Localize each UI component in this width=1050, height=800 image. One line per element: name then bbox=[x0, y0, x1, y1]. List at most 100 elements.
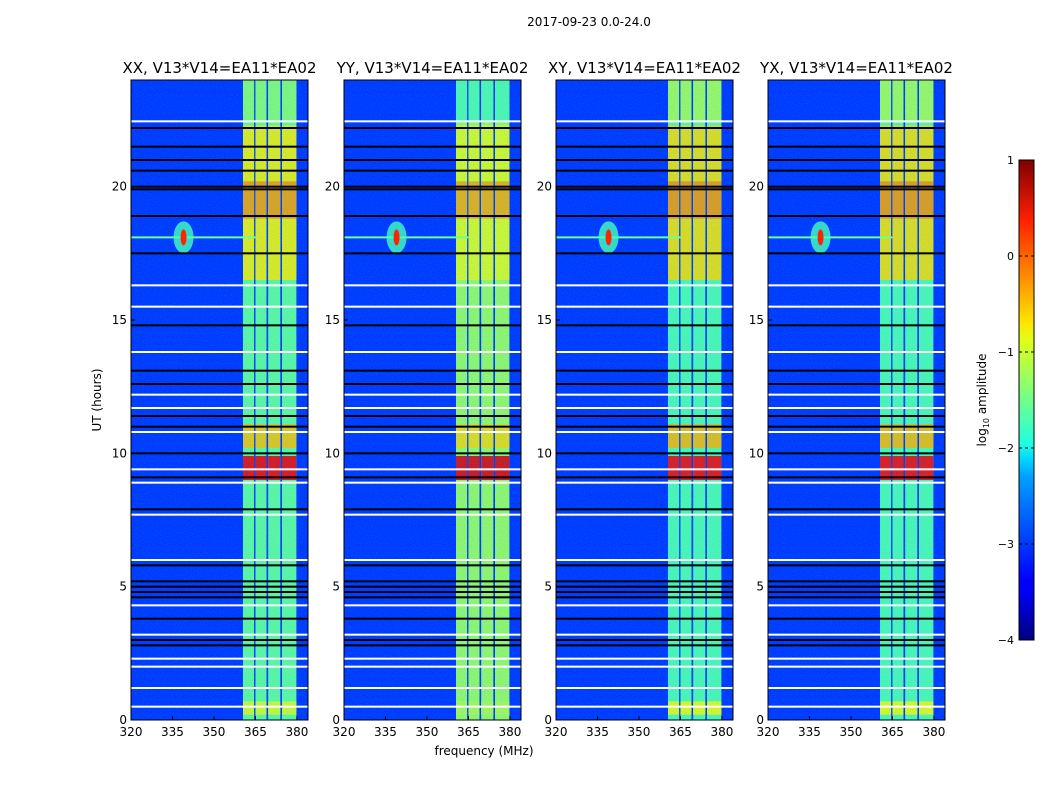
flagged-row-white bbox=[556, 559, 733, 561]
flagged-row-black bbox=[768, 425, 945, 428]
flagged-row-black bbox=[131, 127, 308, 129]
flagged-row-black bbox=[131, 169, 308, 172]
colorbar-tick-label: 0 bbox=[1007, 250, 1014, 263]
panel-frame bbox=[555, 79, 734, 721]
x-tick-label: 320 bbox=[120, 725, 143, 739]
point-source bbox=[180, 229, 187, 246]
flagged-row-black bbox=[556, 425, 733, 428]
flagged-row-black bbox=[131, 252, 308, 255]
flagged-row-black bbox=[768, 369, 945, 372]
flagged-row-white bbox=[768, 407, 945, 409]
flagged-row-white bbox=[556, 407, 733, 409]
flagged-row-black bbox=[131, 644, 308, 647]
flagged-row-black bbox=[344, 508, 521, 511]
flagged-row-black bbox=[556, 639, 733, 641]
flagged-row-black bbox=[131, 580, 308, 583]
y-tick-label: 15 bbox=[112, 313, 127, 327]
flagged-row-black bbox=[556, 644, 733, 647]
y-tick-label: 5 bbox=[756, 580, 764, 594]
flagged-row-black bbox=[344, 252, 521, 255]
flagged-row-black bbox=[768, 617, 945, 620]
flagged-row-white bbox=[344, 687, 521, 689]
flagged-row-white bbox=[131, 351, 308, 353]
x-tick-label: 350 bbox=[628, 725, 651, 739]
flagged-row-black bbox=[131, 425, 308, 428]
panel-title: XY, V13*V14=EA11*EA02 bbox=[548, 59, 741, 77]
y-tick-label: 10 bbox=[112, 446, 127, 460]
flagged-row-black bbox=[131, 369, 308, 372]
y-tick-label: 15 bbox=[325, 313, 340, 327]
flagged-row-white bbox=[131, 657, 308, 660]
flagged-row-black bbox=[131, 145, 308, 148]
x-tick-label: 380 bbox=[285, 725, 308, 739]
flagged-row-black bbox=[556, 127, 733, 129]
flagged-row-black bbox=[344, 145, 521, 148]
flagged-row-black bbox=[131, 617, 308, 620]
x-tick-label: 350 bbox=[416, 725, 439, 739]
flagged-row-black bbox=[768, 252, 945, 255]
x-tick-label: 350 bbox=[203, 725, 226, 739]
flagged-row-white bbox=[768, 481, 945, 484]
flagged-row-white bbox=[768, 604, 945, 607]
flagged-row-white bbox=[344, 351, 521, 353]
flagged-row-black bbox=[768, 639, 945, 641]
colorbar: 1 0 −1 −2 −3 −4 log10 amplitude bbox=[975, 154, 1035, 647]
point-source bbox=[817, 229, 824, 246]
x-tick-label: 365 bbox=[669, 725, 692, 739]
flagged-row-white bbox=[344, 665, 521, 668]
flagged-row-black bbox=[344, 591, 521, 593]
flagged-row-white bbox=[131, 687, 308, 689]
flagged-row-white bbox=[131, 120, 308, 123]
flagged-row-black bbox=[131, 215, 308, 217]
flagged-row-black bbox=[556, 188, 733, 191]
flagged-row-black bbox=[131, 324, 308, 327]
colorbar-tick-label: −4 bbox=[998, 634, 1014, 647]
flagged-row-black bbox=[768, 476, 945, 479]
x-tick-label: 380 bbox=[922, 725, 945, 739]
panel-1: XX, V13*V14=EA11*EA02 320 335 350 365 380 0 5 10… bbox=[112, 59, 317, 739]
flagged-row-black bbox=[768, 185, 945, 188]
flagged-row-black bbox=[131, 415, 308, 417]
flagged-row-black bbox=[344, 185, 521, 188]
flagged-row-black bbox=[131, 508, 308, 511]
flagged-row-black bbox=[556, 580, 733, 583]
flagged-row-white bbox=[768, 665, 945, 668]
colorbar-gradient bbox=[1018, 159, 1035, 641]
flagged-row-black bbox=[131, 639, 308, 641]
y-tick-label: 5 bbox=[119, 580, 127, 594]
flagged-row-black bbox=[768, 564, 945, 567]
flagged-row-white bbox=[344, 513, 521, 516]
panel-title: YY, V13*V14=EA11*EA02 bbox=[336, 59, 529, 77]
flagged-row-white bbox=[768, 705, 945, 708]
flagged-row-black bbox=[768, 452, 945, 455]
flagged-row-black bbox=[131, 476, 308, 479]
point-source bbox=[393, 229, 400, 246]
flagged-row-black bbox=[556, 324, 733, 327]
y-tick-label: 0 bbox=[544, 713, 552, 727]
flagged-row-black bbox=[131, 383, 308, 385]
flagged-row-white bbox=[344, 407, 521, 409]
x-tick-label: 335 bbox=[586, 725, 609, 739]
flagged-row-black bbox=[344, 564, 521, 567]
flagged-row-white bbox=[131, 431, 308, 433]
flagged-row-black bbox=[768, 383, 945, 385]
panel-2: YY, V13*V14=EA11*EA02 320 335 350 365 380 0 5 10… bbox=[325, 59, 529, 739]
flagged-row-black bbox=[768, 159, 945, 161]
flagged-row-black bbox=[556, 415, 733, 417]
flagged-row-white bbox=[556, 351, 733, 353]
flagged-row-white bbox=[344, 559, 521, 561]
flagged-row-black bbox=[344, 644, 521, 647]
flagged-row-white bbox=[131, 633, 308, 636]
flagged-row-white bbox=[556, 305, 733, 308]
flagged-row-white bbox=[131, 665, 308, 668]
flagged-row-white bbox=[556, 513, 733, 516]
flagged-row-black bbox=[768, 508, 945, 511]
flagged-row-white bbox=[556, 604, 733, 607]
flagged-row-black bbox=[344, 127, 521, 129]
panel-frame bbox=[767, 79, 946, 721]
flagged-row-black bbox=[768, 127, 945, 129]
flagged-row-black bbox=[344, 452, 521, 455]
flagged-row-white bbox=[131, 305, 308, 308]
flagged-row-black bbox=[344, 476, 521, 479]
x-tick-label: 365 bbox=[457, 725, 480, 739]
